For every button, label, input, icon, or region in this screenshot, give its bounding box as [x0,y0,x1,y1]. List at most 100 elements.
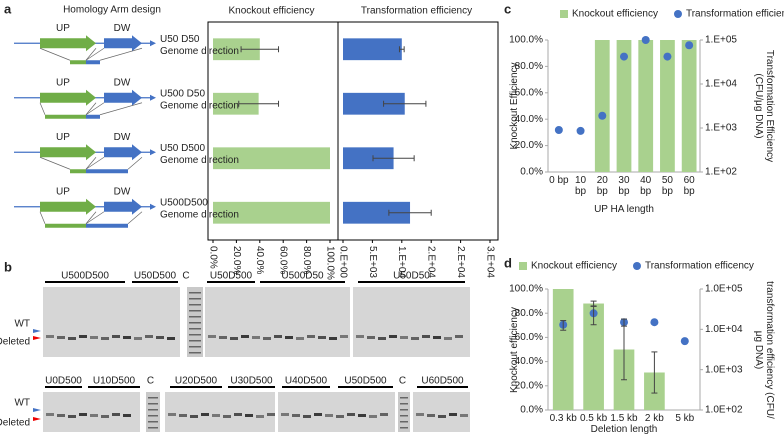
arm-label: DW [114,132,131,143]
bar [594,40,610,172]
gel-band [444,337,452,340]
gel-band [230,337,238,340]
ladder-band [400,415,408,417]
ladder-band [148,397,158,399]
error-bar [238,100,280,107]
gel-band [79,413,87,416]
lane-label: U20D500 [175,376,218,387]
up-arm [40,198,96,215]
x-tick-label: 2 kb [644,413,664,424]
x-tick-label: 0.5 kb [579,413,608,424]
error-bar [372,155,415,162]
gel-band [79,335,87,338]
gel-band [369,415,377,418]
y2-tick-label: 1.0E+02 [705,405,743,416]
bar [343,201,411,224]
gel-band [378,337,386,340]
cross-line [39,47,71,61]
ladder-band [189,298,201,300]
bar [213,147,330,170]
gel-band [68,337,76,340]
gel-band [234,413,242,416]
gel-band [219,336,227,339]
y-tick-label: 20.0% [515,380,543,391]
gel-band [347,413,355,416]
up-fragment [70,60,86,65]
bar [583,303,604,410]
lane-label: C [147,376,154,387]
ladder-band [400,427,408,429]
x-axis-title: UP HA length [594,204,654,215]
legend-label: Transformation efficiency [686,9,784,20]
x-tick-label: 60.0% [278,246,289,274]
cross-line [85,102,97,115]
dw-arm [104,144,142,161]
arm-label: UP [56,132,70,143]
point [598,111,607,120]
lane-label: U60D500 [421,376,464,387]
error-bar [651,351,658,394]
arm-label: DW [114,186,131,197]
gel-band [201,413,209,416]
construct-note: Genome direction [160,209,239,220]
gel-band [329,337,337,340]
ladder-band [189,292,201,294]
ladder-band [189,316,201,318]
gel-band [57,336,65,339]
lane-label: U50D500 [210,271,253,282]
lane-label: U50D50 [393,271,430,282]
gel-band [411,337,419,340]
x-tick-label: 1.E+04 [396,246,407,278]
cross-line [39,156,71,170]
gel-band [325,414,333,417]
gel-band [112,413,120,416]
gel-band [455,335,463,338]
legend-label: Knockout efficiency [531,261,617,272]
gel-band [367,336,375,339]
up-fragment [45,114,86,119]
y2-tick-label: 1.E+03 [705,123,737,134]
error-bar [388,209,432,216]
gel-band [438,415,446,418]
ladder-band [189,304,201,306]
x-tick-label: 20 bp [596,175,608,197]
bar [616,40,632,172]
arm-label: UP [56,77,70,88]
lane-label: U30D500 [230,376,273,387]
point [576,126,585,135]
gel-band [90,414,98,417]
cross-line [85,102,105,116]
gel-band [303,415,311,418]
wt-arrow [33,329,41,333]
y2-tick-label: 1.0E+05 [705,284,743,295]
gel-band [123,414,131,417]
gel-band [427,414,435,417]
gel-band [101,415,109,418]
gel-band [241,335,249,338]
gel-band [400,336,408,339]
arm-label: DW [114,77,131,88]
up-fragment [45,223,86,228]
gel-band [449,413,457,416]
y-tick-label: 60.0% [515,87,543,98]
x-axis-title: Deletion length [590,424,658,435]
panel-label: c [504,1,511,16]
ladder-band [400,403,408,405]
dw-arm [104,35,142,52]
x-tick-label: 40 bp [640,175,652,197]
arm-label: UP [56,23,70,34]
bar [213,201,330,224]
marker-label: Deleted [0,337,30,348]
construct-label: U500 D50 [160,88,205,99]
ladder-band [400,409,408,411]
legend-marker [632,262,641,270]
x-tick-label: 5.E+03 [367,246,378,278]
gel-band [134,337,142,340]
gel-band [318,336,326,339]
wt-arrow [33,408,41,412]
gel-band [356,335,364,338]
gel-band [46,413,54,416]
y2-tick-label: 1.0E+04 [705,324,743,335]
